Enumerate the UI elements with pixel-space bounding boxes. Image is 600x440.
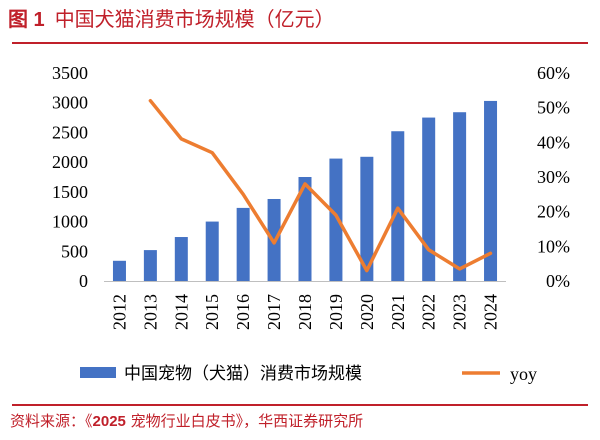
x-axis-tick-label: 2021 bbox=[388, 294, 408, 330]
x-axis-tick-label: 2022 bbox=[419, 294, 439, 330]
bar bbox=[205, 221, 219, 281]
x-axis-tick-label: 2013 bbox=[140, 294, 160, 330]
left-axis-tick-label: 0 bbox=[79, 271, 88, 291]
bar bbox=[298, 177, 312, 281]
right-axis-tick-label: 40% bbox=[537, 132, 570, 152]
source-year: 2025 bbox=[92, 413, 126, 430]
bottom-rule bbox=[12, 404, 588, 406]
left-axis-tick-label: 1000 bbox=[52, 212, 88, 232]
right-axis-tick-label: 0% bbox=[546, 271, 570, 291]
source-note: 资料来源：《2025 宠物行业白皮书》，华西证券研究所 bbox=[10, 406, 363, 436]
bar bbox=[422, 117, 436, 281]
left-axis-tick-label: 500 bbox=[61, 241, 88, 261]
x-axis-tick-label: 2020 bbox=[357, 294, 377, 330]
right-axis-tick-label: 50% bbox=[537, 98, 570, 118]
left-axis-tick-label: 2500 bbox=[52, 122, 88, 142]
right-axis-tick-label: 10% bbox=[537, 236, 570, 256]
right-axis-tick-label: 20% bbox=[537, 202, 570, 222]
legend-line-label: yoy bbox=[510, 364, 537, 384]
bar bbox=[329, 158, 343, 281]
x-axis-tick-label: 2016 bbox=[233, 294, 253, 330]
x-axis-tick-label: 2018 bbox=[295, 294, 315, 330]
bar bbox=[174, 237, 188, 281]
top-rule bbox=[12, 42, 588, 44]
x-axis-tick-label: 2019 bbox=[326, 294, 346, 330]
source-book: 宠物行业白皮书》，华西证券研究所 bbox=[125, 412, 364, 430]
x-axis-tick-label: 2014 bbox=[171, 294, 191, 330]
figure-title-text: 中国犬猫消费市场规模（亿元） bbox=[54, 7, 335, 31]
figure-title: 图 1 中国犬猫消费市场规模（亿元） bbox=[8, 2, 335, 36]
bar bbox=[360, 156, 374, 281]
left-axis-tick-label: 3000 bbox=[52, 93, 88, 113]
source-prefix: 资料来源：《 bbox=[10, 412, 93, 430]
x-axis-tick-label: 2024 bbox=[481, 294, 501, 330]
bar bbox=[391, 131, 405, 281]
x-axis-tick-label: 2023 bbox=[450, 294, 470, 330]
right-axis-tick-label: 60% bbox=[537, 63, 570, 83]
legend-bar-label: 中国宠物（犬猫）消费市场规模 bbox=[124, 364, 362, 384]
yoy-line bbox=[148, 98, 493, 273]
left-axis-tick-label: 2000 bbox=[52, 152, 88, 172]
left-axis-tick-label: 3500 bbox=[52, 63, 88, 83]
bar bbox=[236, 207, 250, 281]
left-axis-tick-label: 1500 bbox=[52, 182, 88, 202]
figure-label: 图 1 bbox=[8, 9, 45, 31]
bar bbox=[484, 100, 498, 281]
x-axis-tick-label: 2015 bbox=[202, 294, 222, 330]
bar bbox=[453, 112, 467, 281]
x-axis-tick-label: 2017 bbox=[264, 294, 284, 330]
x-axis-tick-label: 2012 bbox=[109, 294, 129, 330]
bar bbox=[112, 260, 126, 281]
right-axis-tick-label: 30% bbox=[537, 167, 570, 187]
legend-bar-swatch bbox=[80, 367, 116, 378]
bar bbox=[143, 250, 157, 281]
